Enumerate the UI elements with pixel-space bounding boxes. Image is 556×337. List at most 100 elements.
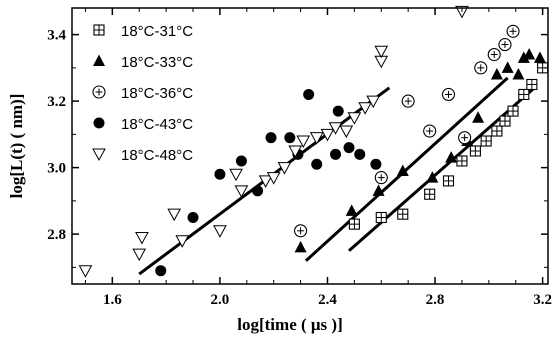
data-point [294, 240, 307, 253]
x-tick-label: 2.8 [426, 292, 445, 308]
data-point [445, 151, 458, 163]
data-point [533, 51, 546, 63]
legend-marker [93, 54, 105, 66]
marker-triangle [523, 48, 536, 60]
x-tick-label: 2.0 [211, 292, 230, 308]
legend-label: 18°C-36°C [121, 85, 193, 102]
data-point [328, 122, 343, 135]
y-tick-label: 2.8 [47, 227, 66, 243]
data-point [517, 51, 530, 63]
data-point [469, 145, 481, 157]
data-point [512, 68, 525, 80]
data-point [506, 24, 520, 38]
data-point [499, 115, 511, 127]
marker-down-triangle [374, 45, 389, 59]
legend-marker [92, 85, 106, 99]
marker-down-triangle [339, 125, 354, 139]
data-point [491, 125, 503, 137]
marker-triangle [490, 68, 503, 80]
marker-triangle [512, 68, 525, 80]
data-point [330, 148, 342, 160]
marker-triangle [93, 54, 105, 66]
legend-label: 18°C-48°C [121, 147, 193, 164]
data-point [526, 78, 538, 91]
legend-item: 18°C-48°C [92, 147, 193, 164]
data-point [424, 188, 436, 200]
marker-down-triangle [277, 162, 292, 175]
y-tick-label: 3.2 [47, 94, 66, 110]
x-axis-label: log[time ( μs )] [237, 315, 342, 334]
data-point [358, 102, 372, 115]
data-point [354, 148, 366, 160]
marker-down-triangle [234, 185, 249, 198]
marker-triangle [445, 151, 458, 163]
data-point [235, 155, 247, 167]
marker-down-triangle [175, 235, 190, 248]
x-tick-label: 3.2 [533, 292, 552, 308]
plot-frame [71, 7, 549, 285]
data-point [501, 61, 514, 73]
data-point [480, 135, 492, 147]
data-point [401, 94, 415, 108]
marker-dot [265, 132, 277, 144]
data-point [258, 175, 273, 188]
marker-down-triangle [213, 225, 227, 238]
data-point [332, 105, 344, 117]
data-point [266, 172, 281, 185]
marker-triangle [533, 51, 546, 63]
marker-triangle [472, 111, 485, 123]
data-point [487, 48, 501, 62]
data-point [372, 184, 385, 196]
marker-down-triangle [229, 168, 243, 182]
data-point [155, 265, 167, 277]
marker-dot [155, 265, 167, 277]
data-point [423, 124, 437, 138]
marker-dot [330, 148, 342, 160]
data-point [498, 38, 512, 52]
data-point [348, 218, 360, 230]
y-axis-label: log[L(t) ( nm)] [7, 94, 26, 199]
data-point [175, 235, 190, 248]
marker-dot [214, 168, 226, 180]
legend-label: 18°C-33°C [121, 54, 193, 71]
fit-line-2 [304, 76, 509, 262]
data-point [213, 225, 227, 238]
marker-triangle [501, 61, 514, 73]
data-point [458, 131, 472, 145]
series-3 [294, 24, 520, 238]
data-point [518, 88, 530, 101]
marker-dot [311, 158, 323, 170]
marker-down-triangle [320, 128, 335, 142]
data-point [320, 128, 335, 142]
marker-triangle [345, 204, 358, 216]
data-point [375, 211, 387, 224]
marker-dot [332, 105, 344, 117]
data-point [78, 265, 93, 278]
data-point [441, 87, 456, 102]
series-1 [348, 62, 549, 230]
data-point [294, 224, 308, 238]
data-point [167, 208, 182, 222]
data-point [265, 132, 277, 144]
data-point [370, 158, 382, 170]
data-point [303, 88, 315, 100]
y-tick-label: 3.4 [47, 28, 66, 44]
marker-dot [354, 148, 366, 160]
data-point [132, 248, 147, 262]
data-point [277, 162, 292, 175]
legend-label: 18°C-31°C [121, 23, 193, 40]
y-tick-label: 3.0 [47, 161, 66, 177]
marker-down-triangle [366, 95, 381, 109]
data-point [366, 95, 381, 109]
data-point [343, 142, 355, 154]
data-point [229, 168, 243, 182]
data-point [472, 111, 485, 123]
marker-triangle [294, 240, 307, 253]
data-point [374, 45, 389, 59]
marker-down-triangle [78, 265, 93, 278]
marker-down-triangle [358, 102, 372, 115]
legend-label: 18°C-43°C [121, 116, 193, 133]
marker-down-triangle [288, 145, 303, 159]
x-tick-label: 2.4 [318, 292, 337, 308]
data-point [345, 204, 358, 216]
